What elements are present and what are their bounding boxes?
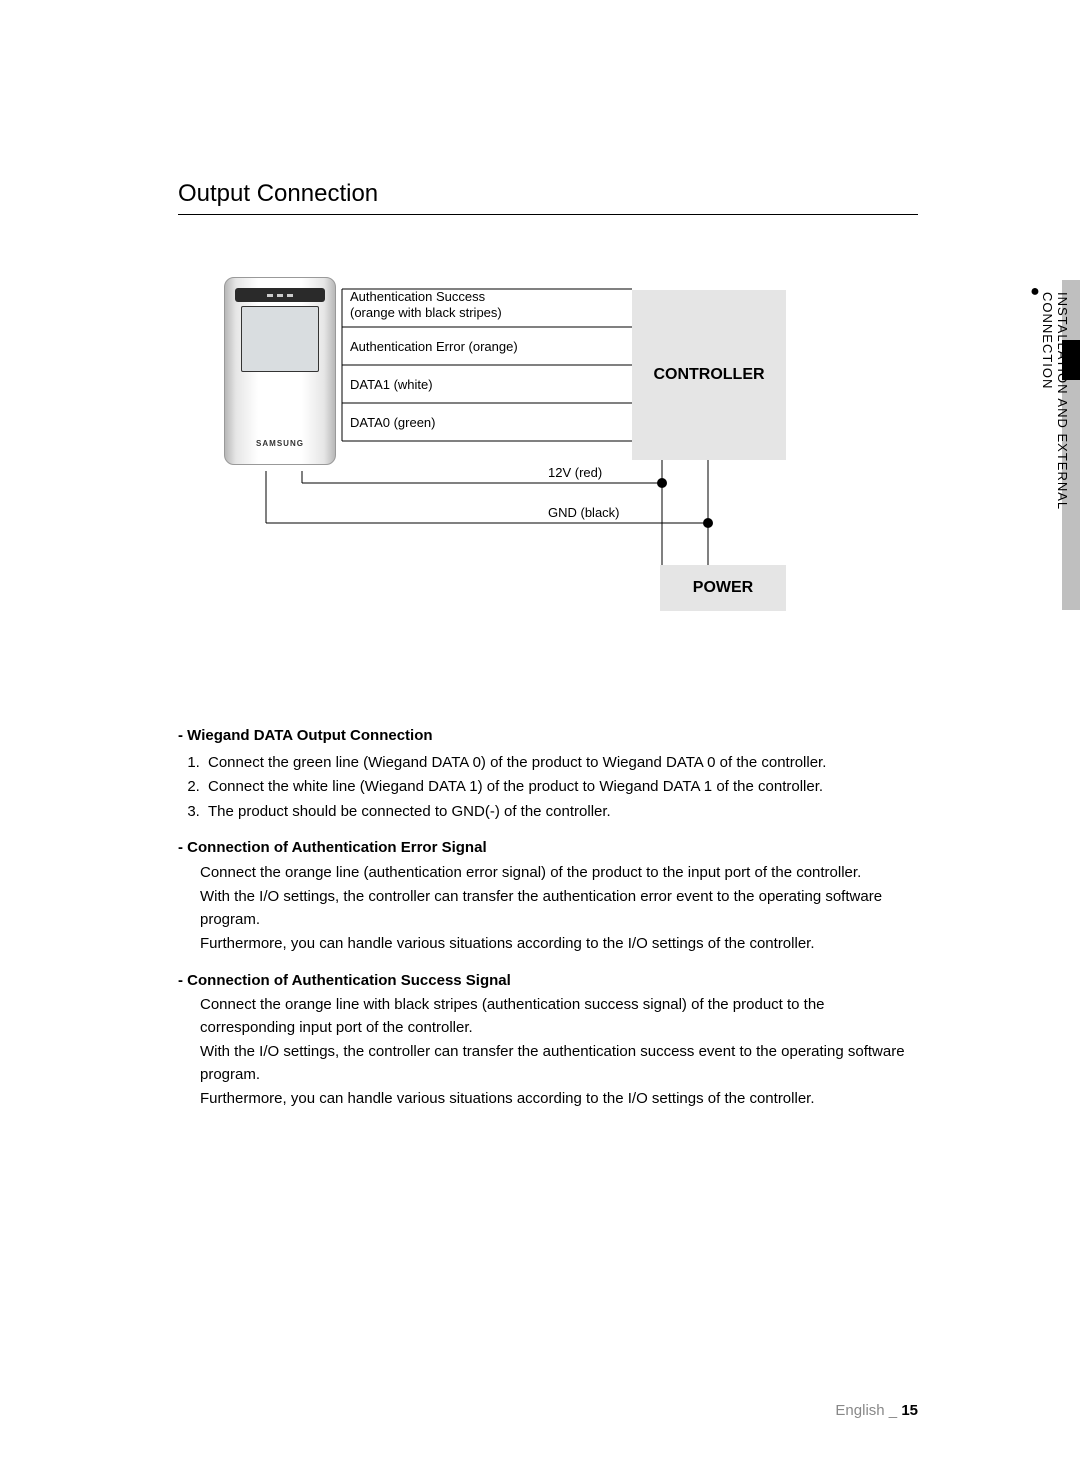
- auth-error-p2: With the I/O settings, the controller ca…: [200, 886, 918, 931]
- auth-success-p1: Connect the orange line with black strip…: [200, 994, 918, 1039]
- wiring-svg: [178, 275, 918, 695]
- auth-success-p2: With the I/O settings, the controller ca…: [200, 1041, 918, 1086]
- footer-sep: _: [889, 1402, 897, 1419]
- wire-label-auth-success-2: (orange with black stripes): [350, 305, 502, 320]
- wire-label-auth-success-1: Authentication Success: [350, 289, 485, 304]
- auth-success-p3: Furthermore, you can handle various situ…: [200, 1088, 918, 1111]
- section-title: Output Connection: [178, 180, 918, 208]
- auth-error-p3: Furthermore, you can handle various situ…: [200, 933, 918, 956]
- wire-label-12v: 12V (red): [548, 465, 602, 480]
- wiegand-steps: Connect the green line (Wiegand DATA 0) …: [178, 752, 918, 824]
- diagram: SAMSUNG CONTROLLER POWER: [178, 275, 918, 695]
- side-tab-label: INSTALLATION AND EXTERNAL CONNECTION: [1040, 292, 1070, 610]
- footer-page-number: 15: [901, 1402, 918, 1419]
- wire-label-gnd: GND (black): [548, 505, 620, 520]
- bullet-icon: ●: [1030, 286, 1040, 298]
- auth-error-p1: Connect the orange line (authentication …: [200, 862, 918, 885]
- side-tab: ● INSTALLATION AND EXTERNAL CONNECTION: [1038, 280, 1080, 610]
- wiegand-step-2: Connect the white line (Wiegand DATA 1) …: [204, 776, 918, 799]
- page: ● INSTALLATION AND EXTERNAL CONNECTION O…: [0, 0, 1080, 1479]
- subhead-auth-success: - Connection of Authentication Success S…: [178, 970, 918, 993]
- footer-lang: English: [835, 1402, 884, 1419]
- wiegand-step-3: The product should be connected to GND(-…: [204, 801, 918, 824]
- side-tab-label-wrap: ● INSTALLATION AND EXTERNAL CONNECTION: [1038, 280, 1062, 610]
- wire-label-data0: DATA0 (green): [350, 415, 436, 430]
- wiegand-step-1: Connect the green line (Wiegand DATA 0) …: [204, 752, 918, 775]
- wire-label-data1: DATA1 (white): [350, 377, 433, 392]
- body-text: - Wiegand DATA Output Connection Connect…: [178, 725, 918, 1111]
- content-area: Output Connection SAMSUNG CONTROLLER POW…: [178, 180, 918, 1111]
- subhead-wiegand: - Wiegand DATA Output Connection: [178, 725, 918, 748]
- page-footer: English _ 15: [835, 1402, 918, 1419]
- title-rule: [178, 214, 918, 215]
- wire-label-auth-error: Authentication Error (orange): [350, 339, 518, 354]
- subhead-auth-error: - Connection of Authentication Error Sig…: [178, 837, 918, 860]
